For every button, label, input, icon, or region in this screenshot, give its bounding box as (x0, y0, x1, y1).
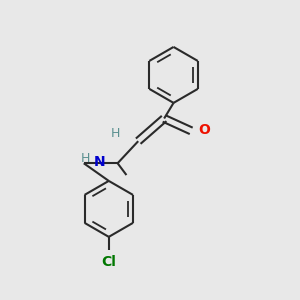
Text: N: N (94, 155, 106, 170)
Text: O: O (199, 123, 211, 137)
Text: H: H (81, 152, 90, 165)
Text: H: H (111, 127, 121, 140)
Text: Cl: Cl (101, 255, 116, 269)
